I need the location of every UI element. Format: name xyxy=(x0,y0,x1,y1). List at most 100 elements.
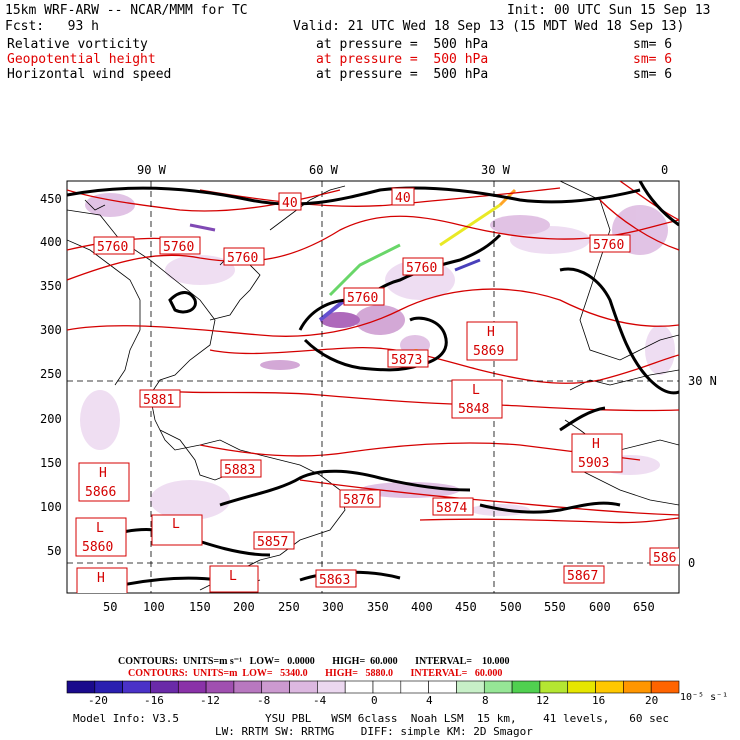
lat-label: 30 N xyxy=(688,374,717,388)
x-tick: 500 xyxy=(500,600,522,614)
center-type: H xyxy=(99,466,107,481)
y-tick: 400 xyxy=(40,235,62,249)
y-tick: 250 xyxy=(40,367,62,381)
colorbar-swatch xyxy=(344,680,374,694)
colorbar-swatch xyxy=(511,680,541,694)
vorticity-colorbar xyxy=(66,680,680,694)
colorbar-swatch xyxy=(539,680,569,694)
height-label: 5760 xyxy=(593,238,624,253)
colorbar-swatch xyxy=(428,680,457,694)
height-label: 5760 xyxy=(406,261,437,276)
colorbar-swatch xyxy=(150,680,179,694)
height-label: 5863 xyxy=(319,573,350,588)
colorbar-swatch xyxy=(317,680,346,694)
y-tick: 100 xyxy=(40,500,62,514)
colorbar-swatch xyxy=(261,680,290,694)
height-label: 5883 xyxy=(224,463,255,478)
y-tick: 150 xyxy=(40,456,62,470)
colorbar-label: -20 xyxy=(88,694,108,707)
colorbar-swatch xyxy=(122,680,151,694)
lon-label: 60 W xyxy=(309,163,339,177)
center-type: H xyxy=(487,325,495,340)
colorbar-swatch xyxy=(205,680,235,694)
colorbar-label: 16 xyxy=(592,694,605,707)
y-tick: 350 xyxy=(40,279,62,293)
height-label: 5760 xyxy=(347,291,378,306)
colorbar-swatch xyxy=(567,680,596,694)
colorbar-swatch xyxy=(400,680,429,694)
field-sm-wind: sm= 6 xyxy=(633,67,673,82)
wind-contour-info: CONTOURS: UNITS=m s⁻¹ LOW= 0.0000 HIGH= … xyxy=(118,656,510,667)
height-label: 586 xyxy=(653,551,676,566)
colorbar-swatch xyxy=(94,680,123,694)
center-type: H xyxy=(97,571,105,586)
height-contour-info: CONTOURS: UNITS=m LOW= 5340.0 HIGH= 5880… xyxy=(128,668,503,679)
y-axis: 450 400 350 300 250 200 150 100 50 xyxy=(40,192,62,558)
latitude-labels: 30 N 0 xyxy=(688,374,717,570)
init-time: Init: 00 UTC Sun 15 Sep 13 xyxy=(507,3,711,18)
y-tick: 300 xyxy=(40,323,62,337)
colorbar-swatch xyxy=(66,680,96,694)
longitude-labels: 90 W 60 W 30 W 0 xyxy=(137,163,668,177)
center-value: 5848 xyxy=(458,402,489,417)
field-name-vorticity: Relative vorticity xyxy=(7,37,148,52)
center-type: L xyxy=(472,383,480,398)
x-tick: 550 xyxy=(544,600,566,614)
colorbar-label: 4 xyxy=(426,694,433,707)
x-tick: 450 xyxy=(455,600,477,614)
height-label: 5873 xyxy=(391,353,422,368)
center-value: 5903 xyxy=(578,456,609,471)
colorbar-label: 20 xyxy=(645,694,658,707)
height-label: 5881 xyxy=(143,393,174,408)
colorbar-unit: 10⁻⁵ s⁻¹ xyxy=(680,692,728,703)
x-tick: 50 xyxy=(103,600,117,614)
colorbar-swatch xyxy=(372,680,402,694)
physics-line-1: YSU PBL WSM 6class Noah LSM 15 km, 41 le… xyxy=(265,712,669,725)
colorbar-labels: -20 -16 -12 -8 -4 0 4 8 12 16 20 10⁻⁵ s⁻… xyxy=(88,692,728,707)
colorbar-swatch xyxy=(456,680,485,694)
colorbar-swatch xyxy=(650,680,680,694)
x-tick: 250 xyxy=(278,600,300,614)
center-type: H xyxy=(592,437,600,452)
colorbar-label: -12 xyxy=(200,694,220,707)
x-axis: 50 100 150 200 250 300 350 400 450 500 5… xyxy=(103,600,655,614)
colorbar-swatch xyxy=(623,680,652,694)
x-tick: 650 xyxy=(633,600,655,614)
x-tick: 350 xyxy=(367,600,389,614)
x-tick: 100 xyxy=(143,600,165,614)
x-tick: 300 xyxy=(322,600,344,614)
lon-label: 90 W xyxy=(137,163,167,177)
x-tick: 150 xyxy=(189,600,211,614)
colorbar-swatch xyxy=(483,680,513,694)
physics-line-2: LW: RRTM SW: RRTMG DIFF: simple KM: 2D S… xyxy=(215,725,533,738)
valid-time: Valid: 21 UTC Wed 18 Sep 13 (15 MDT Wed … xyxy=(293,19,685,34)
height-labels: 5760 5760 5760 5760 5760 5760 40 40 5881… xyxy=(93,187,679,588)
y-tick: 450 xyxy=(40,192,62,206)
height-label: 5760 xyxy=(163,240,194,255)
forecast-hour: Fcst: 93 h xyxy=(5,19,99,34)
colorbar-label: -4 xyxy=(313,694,327,707)
lat-label: 0 xyxy=(688,556,695,570)
x-tick: 600 xyxy=(589,600,611,614)
field-sm-vorticity: sm= 6 xyxy=(633,37,673,52)
colorbar-swatch xyxy=(595,680,624,694)
colorbar-label: 0 xyxy=(371,694,378,707)
field-name-wind: Horizontal wind speed xyxy=(7,67,172,82)
height-label: 5876 xyxy=(343,493,374,508)
model-info: Model Info: V3.5 xyxy=(73,712,179,725)
y-tick: 200 xyxy=(40,412,62,426)
center-value: 5869 xyxy=(473,344,504,359)
colorbar-label: 8 xyxy=(482,694,489,707)
height-label: 5857 xyxy=(257,535,288,550)
model-title: 15km WRF-ARW -- NCAR/MMM for TC xyxy=(5,3,248,18)
field-sm-height: sm= 6 xyxy=(633,52,673,67)
field-level-wind: at pressure = 500 hPa xyxy=(316,67,489,82)
height-label: 40 xyxy=(395,191,411,206)
height-label: 5760 xyxy=(227,251,258,266)
center-value: 5866 xyxy=(85,485,116,500)
colorbar-swatch xyxy=(289,680,318,694)
x-tick: 200 xyxy=(233,600,255,614)
colorbar-label: 12 xyxy=(536,694,549,707)
colorbar-label: -16 xyxy=(144,694,164,707)
